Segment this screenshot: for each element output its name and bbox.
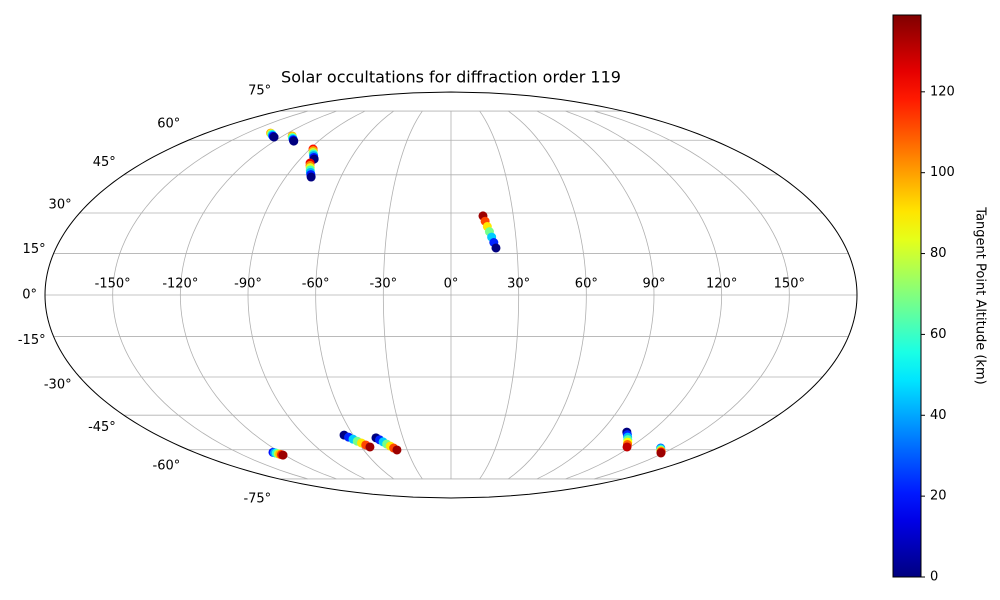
grid-line (315, 110, 394, 480)
occultation-point (278, 450, 288, 460)
y-tick-label: 0° (22, 288, 37, 303)
x-tick-label: 60° (575, 277, 598, 292)
colorbar-tick-label: 80 (930, 246, 947, 261)
occultation-point (269, 132, 279, 142)
y-tick-label: 30° (49, 197, 72, 212)
x-tick-label: 90° (642, 277, 665, 292)
y-tick-label: -30° (44, 378, 72, 393)
colorbar-tick-label: 0 (930, 570, 938, 585)
y-tick-label: 75° (248, 83, 271, 98)
grid-line (565, 110, 723, 480)
x-tick-label: 150° (774, 277, 805, 292)
occultation-point (491, 243, 501, 253)
colorbar-tick-label: 40 (930, 408, 947, 423)
grid-line (382, 110, 423, 480)
occultation-point (289, 136, 299, 146)
colorbar (892, 14, 922, 578)
x-tick-label: -150° (95, 277, 131, 292)
x-tick-label: 0° (444, 277, 459, 292)
grid-line (479, 110, 520, 480)
occultation-point (306, 172, 316, 182)
colorbar-tick-label: 20 (930, 489, 947, 504)
points (266, 128, 666, 460)
grid-line (536, 110, 655, 480)
map-outline (44, 91, 858, 499)
y-tick-label: -75° (243, 492, 271, 507)
x-tick-label: 30° (507, 277, 530, 292)
occultation-point (365, 442, 375, 452)
y-tick-label: -45° (88, 420, 116, 435)
y-tick-label: -15° (18, 333, 46, 348)
y-tick-label: 15° (23, 242, 46, 257)
grid-line (594, 110, 790, 480)
grid-line (112, 110, 308, 480)
y-tick-label: 45° (93, 155, 116, 170)
colorbar-tick-label: 120 (930, 84, 955, 99)
colorbar-tick-label: 100 (930, 165, 955, 180)
colorbar-label: Tangent Point Altitude (km) (973, 206, 988, 384)
x-tick-label: -30° (369, 277, 397, 292)
grid-line (247, 110, 366, 480)
grid-line (508, 110, 587, 480)
chart-title: Solar occultations for diffraction order… (281, 68, 621, 87)
grid (45, 110, 857, 480)
occultation-point (392, 445, 402, 455)
x-tick-label: -120° (162, 277, 198, 292)
occultation-point (622, 442, 632, 452)
grid-line (179, 110, 337, 480)
occultation-point (656, 448, 666, 458)
y-tick-label: -60° (153, 458, 181, 473)
colorbar-tick-label: 60 (930, 327, 947, 342)
y-tick-label: 60° (157, 117, 180, 132)
x-tick-label: 120° (706, 277, 737, 292)
x-tick-label: -60° (302, 277, 330, 292)
x-tick-label: -90° (234, 277, 262, 292)
